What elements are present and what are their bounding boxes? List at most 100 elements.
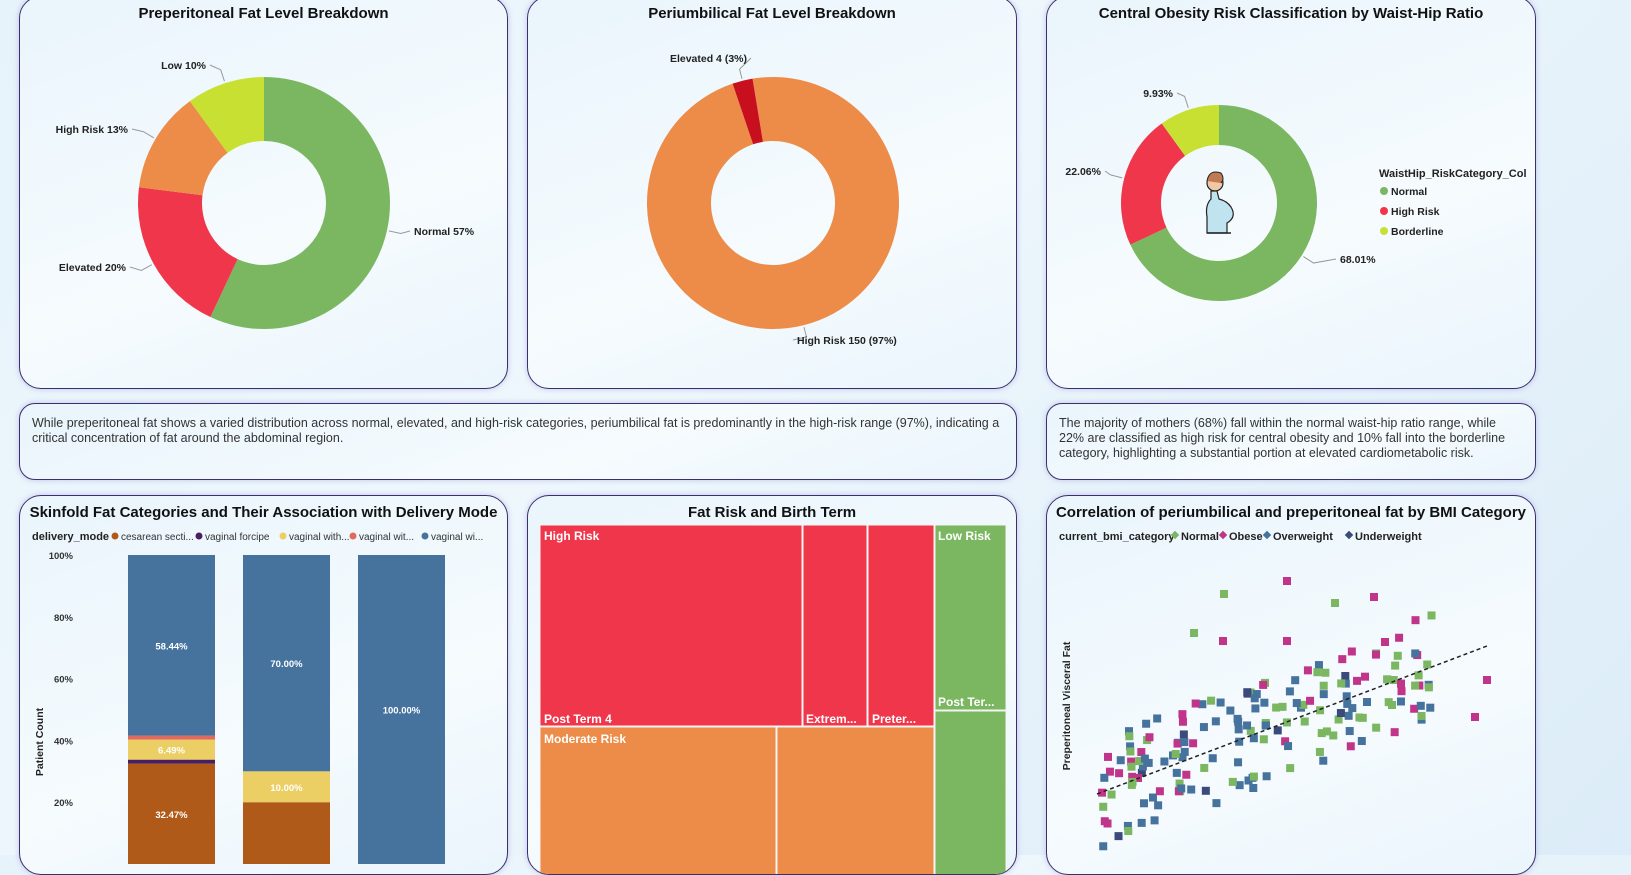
scatter-point[interactable]	[1234, 725, 1243, 734]
scatter-point[interactable]	[1426, 703, 1435, 712]
scatter-point[interactable]	[1393, 651, 1402, 660]
scatter-point[interactable]	[1285, 687, 1294, 696]
scatter-point[interactable]	[1321, 668, 1330, 677]
preperitoneal-slice-1[interactable]	[138, 187, 238, 318]
scatter-point[interactable]	[1341, 671, 1350, 680]
treemap-tile-lr-a[interactable]	[934, 524, 1007, 711]
scatter-point[interactable]	[1160, 757, 1169, 766]
scatter-point[interactable]	[1189, 739, 1198, 748]
scatter-point[interactable]	[1396, 697, 1405, 706]
scatter-point[interactable]	[1144, 758, 1153, 767]
scatter-point[interactable]	[1191, 699, 1200, 708]
scatter-point[interactable]	[1182, 770, 1191, 779]
scatter-point[interactable]	[1283, 577, 1291, 585]
scatter-point[interactable]	[1381, 638, 1389, 646]
scatter-point[interactable]	[1128, 777, 1137, 786]
scatter-point[interactable]	[1334, 715, 1343, 724]
scatter-point[interactable]	[1259, 680, 1268, 689]
scatter-point[interactable]	[1338, 655, 1347, 664]
skinfold-bar-2-seg-0[interactable]	[358, 555, 445, 864]
scatter-point[interactable]	[1353, 676, 1362, 685]
scatter-point[interactable]	[1415, 681, 1424, 690]
scatter-point[interactable]	[1319, 756, 1328, 765]
scatter-point[interactable]	[1207, 696, 1216, 705]
scatter-point[interactable]	[1341, 679, 1350, 688]
scatter-point[interactable]	[1251, 704, 1260, 713]
treemap-tile-hr-main[interactable]	[539, 524, 803, 727]
scatter-point[interactable]	[1100, 773, 1109, 782]
treemap-tile-hr-extrem[interactable]	[802, 524, 868, 727]
scatter-point[interactable]	[1137, 748, 1146, 757]
scatter-point[interactable]	[1178, 717, 1187, 726]
waisthip-donut-chart[interactable]: 68.01% 22.06% 9.93% WaistHip_RiskCategory_…	[1047, 0, 1536, 389]
scatter-point[interactable]	[1244, 776, 1253, 785]
scatter-point[interactable]	[1219, 637, 1227, 645]
scatter-point[interactable]	[1137, 768, 1146, 777]
skinfold-bar-0-seg-2[interactable]	[128, 739, 215, 760]
scatter-point[interactable]	[1115, 769, 1124, 778]
treemap-tile-mr-a[interactable]	[539, 726, 777, 875]
preperitoneal-donut-chart[interactable]: Normal 57% Elevated 20% High Risk 13% Low 1…	[20, 0, 508, 389]
skinfold-legend-item-4[interactable]: vaginal wi...	[431, 532, 483, 543]
skinfold-bar-0-seg-1[interactable]	[128, 759, 215, 764]
scatter-point[interactable]	[1103, 819, 1112, 828]
scatter-point[interactable]	[1427, 611, 1436, 620]
scatter-point[interactable]	[1099, 842, 1108, 851]
scatter-point[interactable]	[1397, 679, 1406, 688]
scatter-point[interactable]	[1417, 711, 1426, 720]
scatter-chart[interactable]: current_bmi_category Normal Obese Overweig…	[1047, 496, 1536, 875]
scatter-point[interactable]	[1098, 788, 1107, 797]
scatter-point[interactable]	[1171, 750, 1180, 759]
scatter-point[interactable]	[1126, 742, 1135, 751]
scatter-point[interactable]	[1153, 714, 1162, 723]
scatter-point[interactable]	[1116, 756, 1125, 765]
skinfold-legend-item-0[interactable]: cesarean secti...	[121, 532, 194, 543]
scatter-point[interactable]	[1243, 721, 1252, 730]
scatter-point[interactable]	[1343, 699, 1352, 708]
scatter-point[interactable]	[1127, 757, 1136, 766]
scatter-legend-item-0[interactable]: Normal	[1181, 531, 1219, 543]
skinfold-legend-item-1[interactable]: vaginal forcipe	[205, 532, 270, 543]
scatter-point[interactable]	[1103, 752, 1112, 761]
scatter-point[interactable]	[1261, 721, 1270, 730]
scatter-point[interactable]	[1250, 694, 1259, 703]
scatter-point[interactable]	[1259, 735, 1268, 744]
scatter-point[interactable]	[1249, 772, 1258, 781]
skinfold-bar-0-seg-4[interactable]	[128, 555, 215, 736]
skinfold-bar-0-seg-3[interactable]	[128, 735, 215, 740]
scatter-point[interactable]	[1249, 783, 1258, 792]
scatter-point[interactable]	[1284, 742, 1293, 751]
scatter-point[interactable]	[1383, 675, 1392, 684]
scatter-point[interactable]	[1172, 768, 1181, 777]
scatter-point[interactable]	[1190, 629, 1198, 637]
skinfold-bar-1-seg-1[interactable]	[243, 771, 330, 803]
scatter-point[interactable]	[1347, 647, 1356, 656]
scatter-point[interactable]	[1148, 793, 1157, 802]
scatter-point[interactable]	[1410, 704, 1419, 713]
scatter-point[interactable]	[1135, 757, 1144, 766]
scatter-point[interactable]	[1336, 709, 1345, 718]
scatter-point[interactable]	[1138, 762, 1147, 771]
scatter-point[interactable]	[1114, 832, 1123, 841]
scatter-legend-item-3[interactable]: Underweight	[1355, 531, 1422, 543]
scatter-point[interactable]	[1411, 649, 1420, 658]
preperitoneal-slice-3[interactable]	[189, 77, 264, 153]
scatter-point[interactable]	[1154, 801, 1163, 810]
scatter-point[interactable]	[1243, 688, 1252, 697]
scatter-point[interactable]	[1234, 758, 1243, 767]
scatter-point[interactable]	[1370, 593, 1378, 601]
scatter-point[interactable]	[1313, 668, 1322, 677]
scatter-point[interactable]	[1423, 660, 1432, 669]
periumbilical-slice-1[interactable]	[732, 78, 763, 145]
scatter-point[interactable]	[1348, 704, 1357, 713]
scatter-point[interactable]	[1292, 699, 1301, 708]
scatter-point[interactable]	[1246, 726, 1255, 735]
scatter-point[interactable]	[1173, 739, 1182, 748]
scatter-point[interactable]	[1124, 727, 1133, 736]
scatter-point[interactable]	[1175, 779, 1184, 788]
scatter-point[interactable]	[1177, 784, 1186, 793]
scatter-point[interactable]	[1199, 723, 1208, 732]
scatter-point[interactable]	[1316, 706, 1325, 715]
scatter-point[interactable]	[1424, 683, 1433, 692]
scatter-point[interactable]	[1260, 698, 1269, 707]
